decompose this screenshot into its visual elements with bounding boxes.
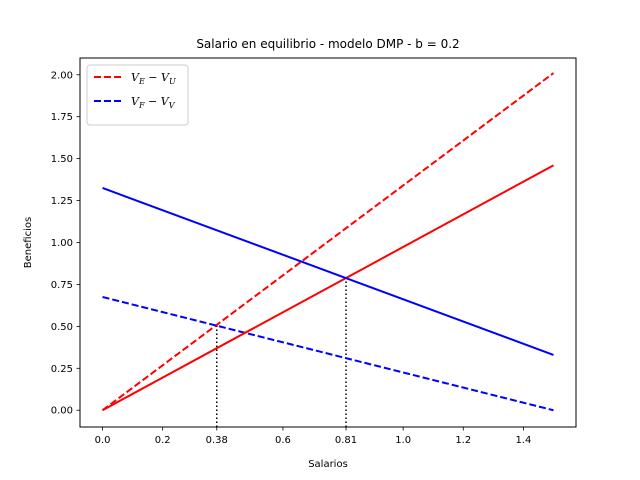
plot-area xyxy=(101,72,555,427)
x-axis: 0.0 0.2 0.38 0.6 0.81 1.0 1.2 1.4 xyxy=(95,427,531,446)
x-tick-label: 1.0 xyxy=(395,435,411,446)
legend-label: VF − VV xyxy=(131,95,176,110)
legend-box xyxy=(86,64,189,126)
x-axis-label: Salarios xyxy=(308,459,348,470)
series-line-3 xyxy=(102,187,554,356)
y-tick-label: 2.00 xyxy=(51,70,73,81)
y-tick-label: 1.50 xyxy=(51,154,73,165)
legend: VE − VU VF − VV xyxy=(86,64,189,126)
x-tick-label: 1.2 xyxy=(455,435,471,446)
y-tick-label: 1.00 xyxy=(51,238,73,249)
y-tick-label: 0.50 xyxy=(51,322,73,333)
x-tick-label: 0.38 xyxy=(206,435,228,446)
y-tick-label: 1.75 xyxy=(51,112,73,123)
y-tick-label: 0.00 xyxy=(51,406,73,417)
series-line-2 xyxy=(102,164,554,412)
y-tick-label: 0.25 xyxy=(51,364,73,375)
y-axis: 0.00 0.25 0.50 0.75 1.00 1.25 1.50 1.75 2.00 xyxy=(51,70,80,417)
y-axis-label: Beneficios xyxy=(23,217,34,268)
x-tick-label: 0.6 xyxy=(275,435,291,446)
series-line-0 xyxy=(101,72,555,412)
x-tick-label: 0.0 xyxy=(95,435,111,446)
chart-title: Salario en equilibrio - modelo DMP - b =… xyxy=(196,37,459,51)
y-tick-label: 0.75 xyxy=(51,280,73,291)
y-tick-label: 1.25 xyxy=(51,196,73,207)
legend-label: VE − VU xyxy=(131,71,176,86)
x-tick-label: 0.2 xyxy=(155,435,171,446)
x-tick-label: 1.4 xyxy=(515,435,531,446)
x-tick-label: 0.81 xyxy=(335,435,357,446)
series-line-1 xyxy=(102,296,554,412)
